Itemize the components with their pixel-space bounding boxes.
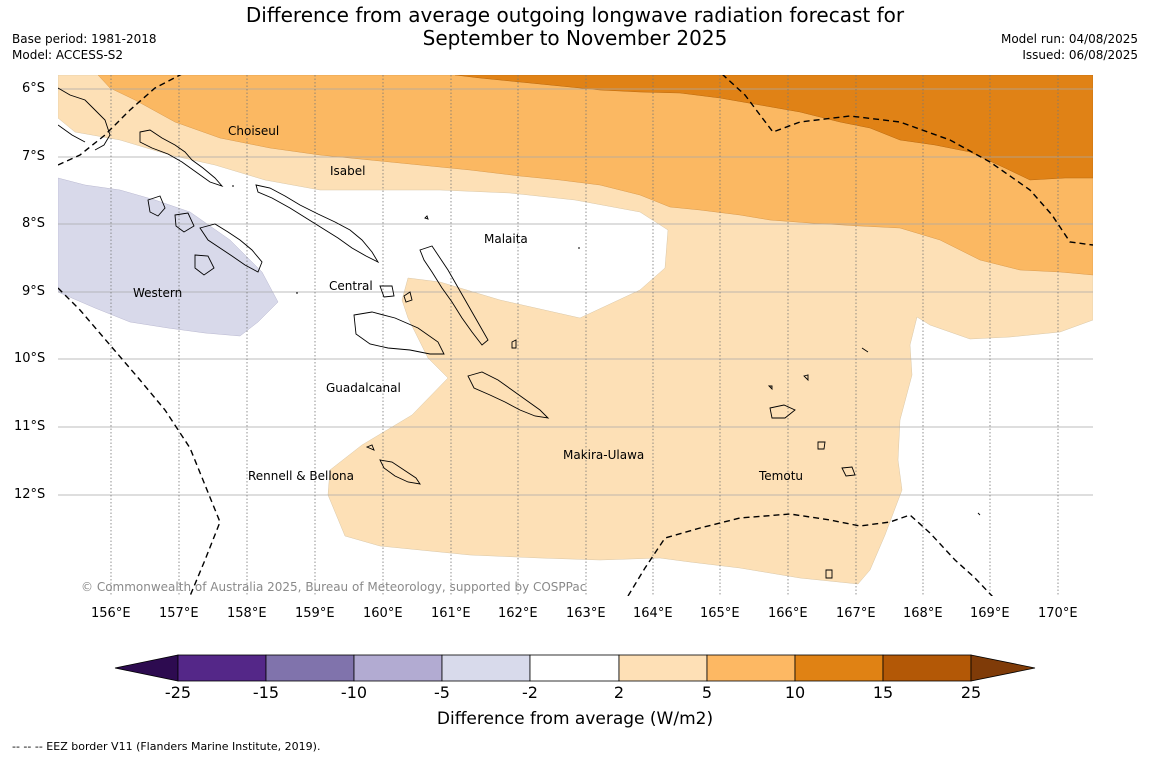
colorbar-extend-low [114,654,179,682]
place-label-rennell-bellona: Rennell & Bellona [248,469,355,483]
colorbar-segment [618,654,708,682]
colorbar-segment [441,654,531,682]
lon-label: 164°E [633,606,673,621]
coastlines [58,87,981,579]
colorbar-tick: -2 [522,683,538,702]
lon-label: 170°E [1038,606,1078,621]
lon-label: 160°E [363,606,403,621]
colorbar-label: Difference from average (W/m2) [436,709,714,729]
colorbar-tick: -10 [340,683,368,702]
western-islands [147,195,263,276]
isabel-coast [255,184,380,264]
colorbar-segment [794,654,884,682]
copyright-notice: © Commonwealth of Australia 2025, Bureau… [81,580,587,594]
lon-label: 162°E [498,606,538,621]
colorbar-tick: 25 [960,683,982,702]
central-islands [379,285,413,303]
place-label-temotu: Temotu [759,469,804,483]
malaita-coast [419,245,489,346]
base-period: Base period: 1981-2018 [12,32,157,46]
lon-label: 156°E [91,606,131,621]
colorbar-segment [882,654,972,682]
colorbar-tick: 10 [784,683,806,702]
temotu-islands [767,347,981,579]
lon-label: 168°E [903,606,943,621]
place-label-makira-ulawa: Makira-Ulawa [563,448,645,462]
lon-label: 159°E [295,606,335,621]
lat-label: 12°S [14,487,46,502]
colorbar-segment [177,654,267,682]
lon-label: 166°E [768,606,808,621]
place-label-isabel: Isabel [330,164,366,178]
colorbar-tick: -25 [164,683,192,702]
colorbar-segment [265,654,355,682]
place-label-central: Central [329,279,373,293]
issued-date: Issued: 06/08/2025 [1022,48,1138,62]
choiseul-coast [139,129,224,187]
anomaly-region-5-10 [97,75,1093,276]
meta-right: Model run: 04/08/2025 Issued: 06/08/2025 [1001,31,1138,63]
map-title: Difference from average outgoing longwav… [0,4,1150,50]
lat-label: 6°S [22,81,46,96]
lat-label: 7°S [22,149,46,164]
rennell-coast [365,444,421,485]
model-name: Model: ACCESS-S2 [12,48,124,62]
colorbar-tick: 15 [872,683,894,702]
bougainville-coast [58,87,111,151]
eez-borders [58,75,1093,596]
place-label-guadalcanal: Guadalcanal [326,381,401,395]
title-line-2: September to November 2025 [422,26,728,50]
place-label-choiseul: Choiseul [228,124,280,138]
anomaly-region-minus5-minus2 [58,177,279,337]
lon-label: 163°E [566,606,606,621]
colorbar-tick: -5 [434,683,450,702]
latitude-gridlines [58,88,1093,496]
lat-label: 11°S [14,419,46,434]
colorbar-tick: -15 [252,683,280,702]
lon-label: 165°E [700,606,740,621]
anomaly-region-10-15 [454,75,1093,181]
colorbar-segment [706,654,796,682]
lon-label: 157°E [159,606,199,621]
colorbar-tick: 2 [613,683,625,702]
guadalcanal-coast [353,311,445,355]
lat-label: 9°S [22,284,46,299]
place-label-malaita: Malaita [484,232,528,246]
place-label-western: Western [133,286,183,300]
small-islets [232,185,580,349]
eez-footnote: -- -- -- EEZ border V11 (Flanders Marine… [12,740,321,753]
makira-coast [467,371,550,419]
model-run: Model run: 04/08/2025 [1000,32,1138,46]
lon-label: 161°E [431,606,471,621]
lat-label: 10°S [14,351,46,366]
colorbar-segment [353,654,443,682]
colorbar-extend-high [970,654,1036,682]
lon-label: 167°E [836,606,876,621]
colorbar-segment [529,654,620,682]
colorbar-tick: 5 [701,683,713,702]
lat-label: 8°S [22,216,46,231]
title-line-1: Difference from average outgoing longwav… [245,3,905,27]
meta-left: Base period: 1981-2018 Model: ACCESS-S2 [12,31,157,63]
lon-label: 169°E [970,606,1010,621]
lon-label: 158°E [227,606,267,621]
longitude-gridlines [110,75,1059,596]
